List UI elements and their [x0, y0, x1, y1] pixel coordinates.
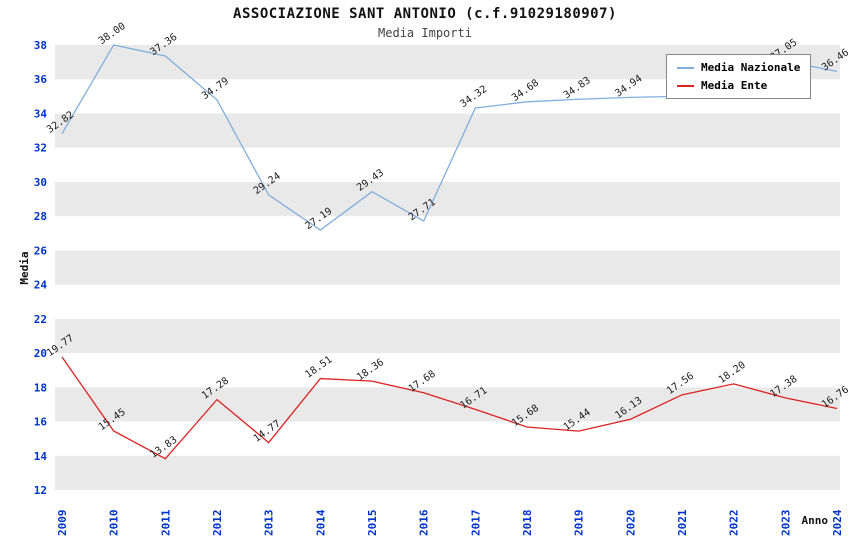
plot-band [55, 181, 840, 217]
x-tick-label: 2017 [469, 510, 482, 537]
x-tick-label: 2016 [418, 509, 431, 536]
y-tick-label: 36 [34, 73, 48, 86]
y-tick-label: 12 [34, 484, 47, 497]
series-line-media-ente [61, 356, 838, 460]
y-tick-label: 14 [34, 450, 48, 463]
plot-band [55, 216, 840, 251]
legend-item-media-ente: Media Ente [677, 79, 800, 92]
x-tick-label: 2018 [521, 510, 534, 537]
plot-band [55, 455, 840, 490]
legend-item-media-nazionale: Media Nazionale [677, 61, 800, 74]
x-tick-label: 2022 [728, 510, 741, 537]
x-tick-label: 2014 [314, 509, 327, 536]
x-tick-label: 2015 [366, 510, 379, 537]
x-tick-label: 2024 [831, 509, 844, 536]
y-tick-label: 20 [34, 347, 47, 360]
legend-swatch-nazionale [677, 66, 694, 69]
x-axis-title: Anno [802, 514, 829, 527]
point-label-media-nazionale: 38.00 [97, 21, 128, 47]
chart-subtitle: Media Importi [378, 26, 472, 40]
plot-band [55, 113, 840, 148]
plot-band [55, 318, 840, 354]
legend-swatch-ente [677, 84, 694, 87]
y-tick-label: 22 [34, 313, 47, 326]
legend-label-nazionale: Media Nazionale [701, 61, 801, 74]
y-tick-label: 32 [34, 142, 47, 155]
y-tick-label: 34 [34, 107, 48, 120]
x-tick-label: 2021 [676, 509, 689, 536]
x-tick-label: 2020 [624, 510, 637, 537]
x-tick-label: 2023 [779, 510, 792, 537]
y-tick-label: 26 [34, 244, 48, 257]
x-tick-label: 2013 [263, 510, 276, 537]
x-tick-label: 2011 [159, 509, 172, 536]
plot-band [55, 353, 840, 388]
legend-label-ente: Media Ente [701, 79, 768, 92]
chart-title: ASSOCIAZIONE SANT ANTONIO (c.f.910291809… [233, 6, 617, 22]
x-tick-label: 2010 [108, 510, 121, 537]
x-tick-label: 2012 [211, 510, 224, 537]
x-tick-label: 2009 [56, 510, 69, 537]
y-tick-label: 18 [34, 381, 47, 394]
y-tick-label: 16 [34, 416, 48, 429]
y-tick-label: 28 [34, 210, 47, 223]
y-axis-title: Media [18, 251, 31, 284]
plot-band [55, 284, 840, 319]
plot-band [55, 421, 840, 456]
plot-band [55, 147, 840, 182]
legend: Media Nazionale Media Ente [666, 54, 812, 99]
plot-band [55, 250, 840, 285]
x-tick-label: 2019 [573, 510, 586, 537]
y-tick-label: 38 [34, 39, 47, 52]
y-tick-label: 24 [34, 279, 48, 292]
plot-band [55, 387, 840, 422]
y-tick-label: 30 [34, 176, 47, 189]
